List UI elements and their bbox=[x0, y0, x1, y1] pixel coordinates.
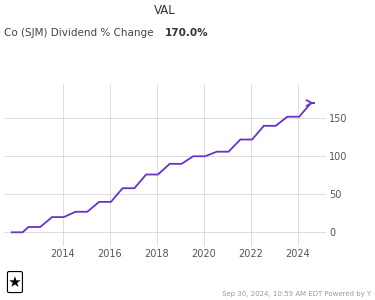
Text: Sep 30, 2024, 10:59 AM EDT Powered by Y: Sep 30, 2024, 10:59 AM EDT Powered by Y bbox=[222, 291, 371, 297]
Text: VAL: VAL bbox=[154, 4, 176, 17]
Text: Co (SJM) Dividend % Change: Co (SJM) Dividend % Change bbox=[4, 28, 153, 38]
Text: 🃏: 🃏 bbox=[4, 271, 24, 293]
Text: 170.0%: 170.0% bbox=[165, 28, 209, 38]
